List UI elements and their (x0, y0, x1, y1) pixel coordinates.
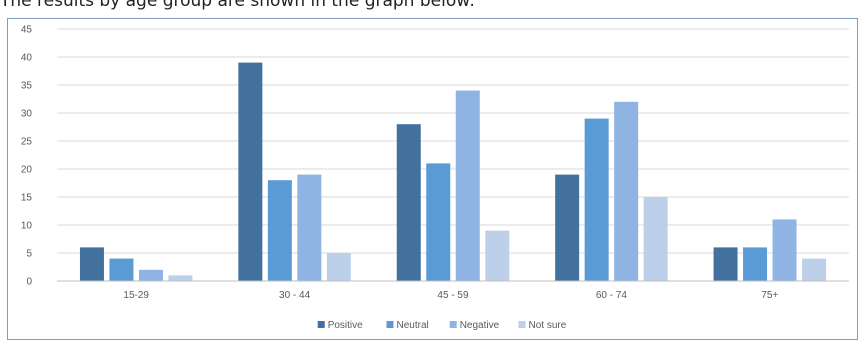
y-tick-label: 40 (21, 53, 33, 64)
legend-label: Negative (460, 320, 500, 331)
bar-neutral (426, 163, 451, 281)
x-tick-label: 75+ (761, 290, 778, 301)
y-axis-ticks: 0 5 10 15 20 25 30 35 40 45 (21, 25, 33, 288)
y-tick-label: 15 (21, 193, 33, 204)
bar-negative (138, 269, 163, 281)
bar-positive (238, 62, 263, 281)
y-tick-label: 25 (21, 137, 33, 148)
bar-not-sure (168, 275, 193, 281)
legend-swatch (386, 321, 394, 328)
bar-neutral (584, 118, 609, 281)
y-tick-label: 35 (21, 81, 33, 92)
bar-neutral (109, 258, 134, 281)
legend: Positive Neutral Negative Not sure (317, 320, 567, 331)
bar-negative (772, 219, 797, 281)
x-tick-label: 60 - 74 (596, 290, 628, 301)
gridlines (57, 28, 849, 254)
bar-not-sure (643, 197, 668, 281)
legend-swatch (317, 321, 325, 328)
bar-neutral (267, 180, 292, 281)
y-tick-label: 30 (21, 109, 33, 120)
x-tick-label: 30 - 44 (279, 290, 311, 301)
legend-label: Positive (328, 320, 363, 331)
bar-positive (713, 247, 738, 281)
y-tick-label: 10 (21, 221, 33, 232)
x-tick-label: 15-29 (123, 290, 149, 301)
intro-text: The results by age group are shown in th… (0, 0, 475, 11)
bar-positive (79, 247, 104, 281)
bar-negative (297, 174, 322, 281)
legend-label: Neutral (397, 320, 429, 331)
bar-not-sure (485, 230, 510, 281)
chart-frame: 0 5 10 15 20 25 30 35 40 45 15-29 30 - 44 45 - 59 60… (7, 18, 858, 340)
bar-negative (455, 90, 480, 281)
x-tick-label: 45 - 59 (437, 290, 469, 301)
y-tick-label: 5 (26, 249, 32, 260)
bar-chart: 0 5 10 15 20 25 30 35 40 45 15-29 30 - 44 45 - 59 60… (21, 25, 849, 331)
legend-swatch (449, 321, 457, 328)
bar-positive (555, 174, 580, 281)
y-tick-label: 20 (21, 165, 33, 176)
y-tick-label: 45 (21, 25, 33, 36)
bar-not-sure (802, 258, 827, 281)
bar-not-sure (326, 253, 351, 281)
x-axis-ticks: 15-29 30 - 44 45 - 59 60 - 74 75+ (123, 290, 778, 301)
bar-neutral (743, 247, 768, 281)
bar-negative (614, 101, 639, 281)
legend-swatch (518, 321, 526, 328)
bar-positive (396, 124, 421, 281)
y-tick-label: 0 (26, 277, 32, 288)
legend-label: Not sure (529, 320, 567, 331)
bars (79, 62, 827, 281)
